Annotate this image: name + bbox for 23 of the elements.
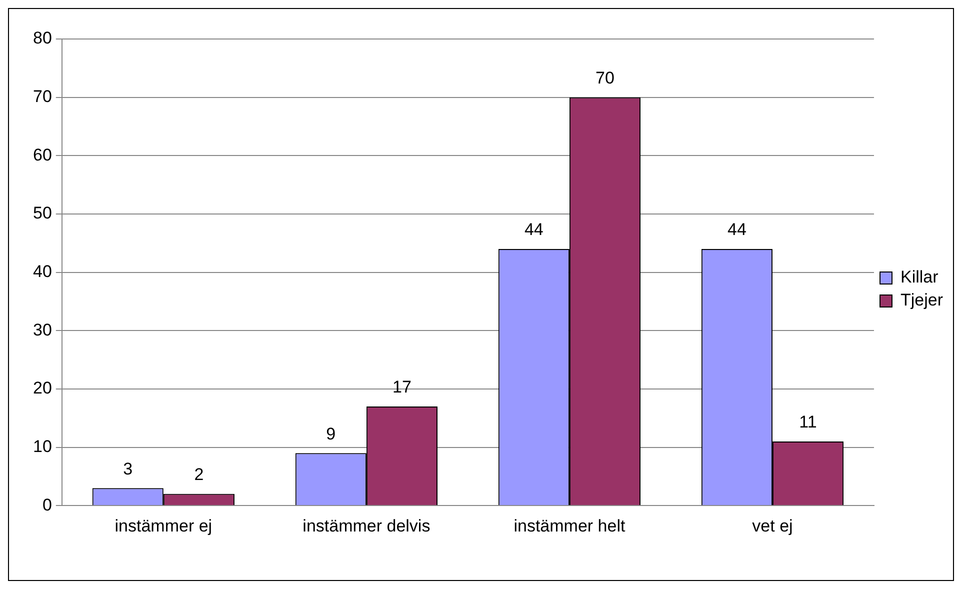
y-tick-label: 60 (32, 145, 52, 164)
data-label: 3 (123, 459, 133, 478)
y-tick-label: 30 (32, 320, 52, 340)
legend-label: Tjejer (900, 290, 944, 310)
x-tick-label: vet ej (752, 516, 793, 536)
data-label: 11 (799, 412, 817, 432)
x-tick-label: instämmer delvis (302, 516, 430, 536)
data-label: 44 (524, 220, 544, 240)
data-label: 70 (596, 68, 614, 88)
data-label: 17 (392, 378, 412, 397)
data-label: 2 (194, 465, 204, 484)
y-tick-label: 70 (32, 87, 52, 106)
x-tick-label: instämmer ej (114, 516, 212, 536)
y-tick-label: 0 (42, 495, 52, 514)
x-tick-label: instämmer helt (514, 516, 626, 536)
legend-label: Killar (900, 268, 939, 287)
y-tick-label: 10 (32, 436, 52, 456)
y-tick-label: 40 (32, 262, 52, 281)
y-tick-label: 50 (32, 204, 52, 223)
y-tick-label: 20 (32, 378, 52, 398)
y-tick-label: 80 (32, 28, 52, 48)
data-label: 9 (326, 424, 336, 444)
data-label: 44 (727, 220, 746, 240)
